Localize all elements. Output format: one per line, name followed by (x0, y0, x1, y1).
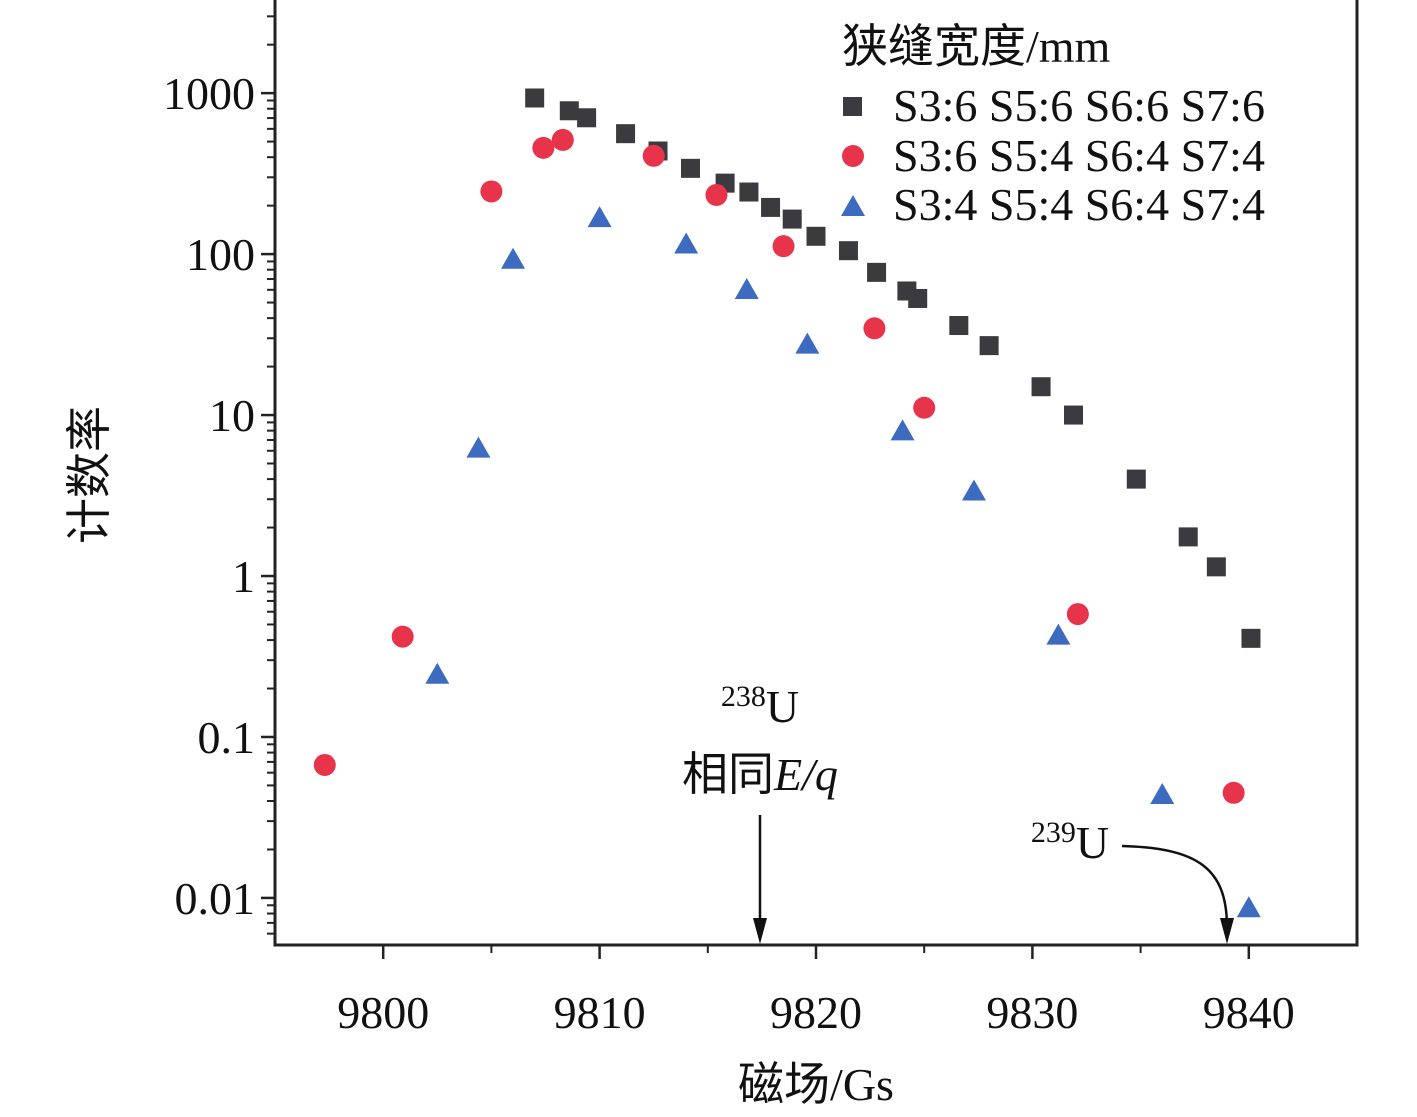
data-point-series-1 (761, 197, 781, 217)
legend-title: 狭缝宽度/mm (842, 21, 1111, 72)
y-tick-label: 10 (209, 390, 255, 441)
arrowhead-238u (753, 918, 767, 944)
data-point-series-3 (795, 332, 820, 354)
y-tick-label: 0.1 (198, 712, 256, 763)
eq-label: E/q (773, 749, 838, 800)
svg-text:238U: 238U (721, 680, 799, 732)
data-point-series-1 (525, 88, 545, 108)
data-point-series-3 (734, 277, 759, 299)
mass-239: 239 (1031, 816, 1076, 849)
data-point-series-3 (466, 436, 491, 458)
x-tick-label: 9810 (554, 987, 646, 1038)
x-tick-label: 9830 (986, 987, 1078, 1038)
x-axis-label: 磁场/Gs (738, 1059, 894, 1110)
legend-marker-triangle (841, 195, 865, 216)
data-point-series-1 (1064, 405, 1084, 425)
data-point-series-1 (559, 101, 579, 121)
data-point-series-2 (1066, 603, 1089, 626)
data-point-series-2 (1222, 781, 1245, 804)
svg-text:239U: 239U (1031, 816, 1109, 868)
data-point-series-3 (501, 247, 526, 269)
data-point-series-1 (1241, 628, 1261, 648)
data-point-series-1 (908, 288, 928, 308)
x-tick-label: 9820 (770, 987, 862, 1038)
x-tick-label: 9840 (1203, 987, 1295, 1038)
data-point-series-2 (705, 183, 728, 206)
y-tick-label: 0.01 (175, 873, 256, 924)
data-point-series-3 (1046, 623, 1071, 645)
data-point-series-1 (577, 108, 597, 128)
data-point-series-1 (739, 182, 759, 202)
data-point-series-3 (674, 232, 699, 254)
data-point-series-2 (863, 317, 886, 340)
data-point-series-2 (772, 235, 795, 258)
legend-marker-circle (842, 145, 864, 167)
svg-text:相同E/q: 相同E/q (682, 749, 838, 800)
data-point-series-2 (313, 753, 336, 776)
y-axis-label: 计数率 (64, 406, 115, 544)
arrow-239u (1121, 844, 1229, 926)
data-point-series-3 (587, 206, 612, 228)
data-point-series-1 (1031, 377, 1051, 397)
data-point-series-2 (391, 625, 414, 648)
annotation-238u: 238U 相同E/q (682, 680, 838, 944)
x-tick-label: 9800 (337, 987, 429, 1038)
data-point-series-2 (480, 180, 503, 203)
data-point-series-1 (616, 124, 636, 144)
data-point-series-1 (979, 336, 999, 356)
data-point-series-2 (551, 128, 574, 151)
y-tick-label: 1 (232, 551, 255, 602)
legend: 狭缝宽度/mm S3:6 S5:6 S6:6 S7:6 S3:6 S5:4 S6… (841, 21, 1265, 230)
data-point-series-2 (642, 144, 665, 167)
legend-label-3: S3:4 S5:4 S6:4 S7:4 (893, 179, 1265, 230)
data-point-series-1 (838, 241, 858, 261)
data-point-series-1 (782, 209, 802, 229)
data-point-series-1 (1178, 527, 1198, 547)
data-point-series-3 (890, 419, 915, 441)
data-point-series-1 (1206, 557, 1226, 577)
mass-238: 238 (721, 680, 766, 713)
data-point-series-2 (532, 136, 555, 159)
annotation-239u: 239U (1031, 816, 1234, 944)
same-label: 相同 (682, 749, 774, 800)
y-tick-label: 100 (186, 229, 255, 280)
data-point-series-1 (867, 262, 887, 282)
element-u-239: U (1076, 817, 1109, 868)
data-point-series-3 (961, 479, 986, 501)
legend-label-1: S3:6 S5:6 S6:6 S7:6 (893, 80, 1265, 131)
data-point-series-3 (1150, 782, 1175, 804)
legend-label-2: S3:6 S5:4 S6:4 S7:4 (893, 130, 1265, 181)
arrowhead-239u (1220, 918, 1234, 944)
data-point-series-1 (949, 316, 969, 336)
data-point-series-3 (425, 662, 450, 684)
element-u: U (766, 681, 799, 732)
data-point-series-3 (1236, 896, 1261, 918)
data-point-series-1 (806, 226, 826, 246)
data-point-series-1 (1126, 469, 1146, 489)
data-point-series-1 (680, 158, 700, 178)
y-tick-label: 1000 (163, 68, 255, 119)
data-point-series-2 (913, 396, 936, 419)
legend-marker-square (843, 97, 862, 116)
